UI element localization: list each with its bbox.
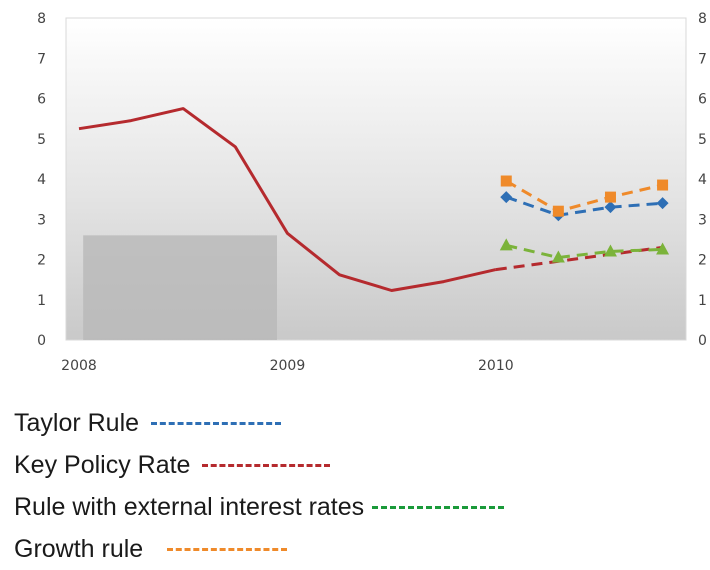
legend-swatch — [151, 421, 282, 425]
y-tick-label: 8 — [37, 11, 46, 27]
data-point — [604, 191, 616, 203]
series-taylor-rule — [500, 191, 669, 222]
y-tick-label-right: 2 — [698, 253, 707, 269]
legend-label: Rule with external interest rates — [14, 492, 365, 521]
series-line — [505, 243, 663, 259]
y-tick-label: 1 — [37, 293, 46, 309]
series-growth-rule — [500, 175, 669, 217]
legend-label: Taylor Rule — [14, 408, 140, 437]
y-tick-label-right: 4 — [698, 172, 707, 188]
series-key-policy-rate-projection — [495, 245, 663, 272]
y-tick-label-right: 6 — [698, 92, 707, 108]
legend-swatch — [202, 463, 331, 467]
data-point — [500, 191, 513, 204]
y-tick-label: 7 — [37, 51, 46, 67]
shaded-region — [83, 235, 277, 340]
y-tick-label: 4 — [37, 172, 46, 188]
legend-label: Key Policy Rate — [14, 450, 191, 479]
legend-item-growth-rule: Growth rule — [14, 528, 504, 570]
legend-swatch — [167, 547, 288, 551]
data-point — [656, 242, 670, 255]
data-point — [551, 250, 565, 263]
legend-label: Growth rule — [14, 534, 144, 563]
legend-item-external-rates-rule: Rule with external interest rates — [14, 486, 505, 528]
y-tick-label: 0 — [37, 333, 46, 349]
y-tick-label-right: 5 — [698, 132, 707, 148]
y-tick-label: 6 — [37, 92, 46, 108]
series-line — [495, 245, 663, 272]
data-point — [604, 201, 617, 214]
y-axis-right: 0 1 2 3 4 5 6 7 8 — [698, 11, 707, 349]
legend-swatch — [372, 505, 505, 509]
series-key-policy-rate — [78, 107, 497, 292]
y-tick-label-right: 0 — [698, 333, 707, 349]
legend: Taylor Rule Key Policy Rate Rule with ex… — [14, 402, 505, 570]
series-line — [78, 107, 497, 292]
x-axis: 2008 2009 2010 — [61, 358, 513, 374]
x-tick-label: 2009 — [270, 358, 306, 374]
data-point — [656, 197, 669, 210]
series-rule-with-external-interest-rates — [499, 238, 670, 263]
data-point — [657, 179, 669, 191]
x-tick-label: 2008 — [61, 358, 97, 374]
y-tick-label-right: 8 — [698, 11, 707, 27]
y-tick-label: 3 — [37, 212, 46, 228]
policy-rate-chart: 0 1 2 3 4 5 6 7 8 0 1 2 3 4 5 6 7 8 2008 2009 2010 — [37, 11, 707, 374]
x-tick-label: 2010 — [478, 358, 514, 374]
y-tick-label-right: 3 — [698, 212, 707, 228]
data-point — [603, 244, 617, 257]
y-tick-label: 2 — [37, 253, 46, 269]
legend-item-key-policy-rate: Key Policy Rate — [14, 444, 504, 486]
series-line — [505, 195, 663, 217]
series-group — [78, 107, 670, 292]
data-point — [499, 238, 513, 251]
y-tick-label: 5 — [37, 132, 46, 148]
y-tick-label-right: 7 — [698, 51, 707, 67]
y-axis-left: 0 1 2 3 4 5 6 7 8 — [37, 11, 46, 349]
data-point — [552, 205, 564, 217]
data-point — [500, 175, 512, 187]
y-tick-label-right: 1 — [698, 293, 707, 309]
legend-item-taylor-rule: Taylor Rule — [14, 402, 504, 444]
